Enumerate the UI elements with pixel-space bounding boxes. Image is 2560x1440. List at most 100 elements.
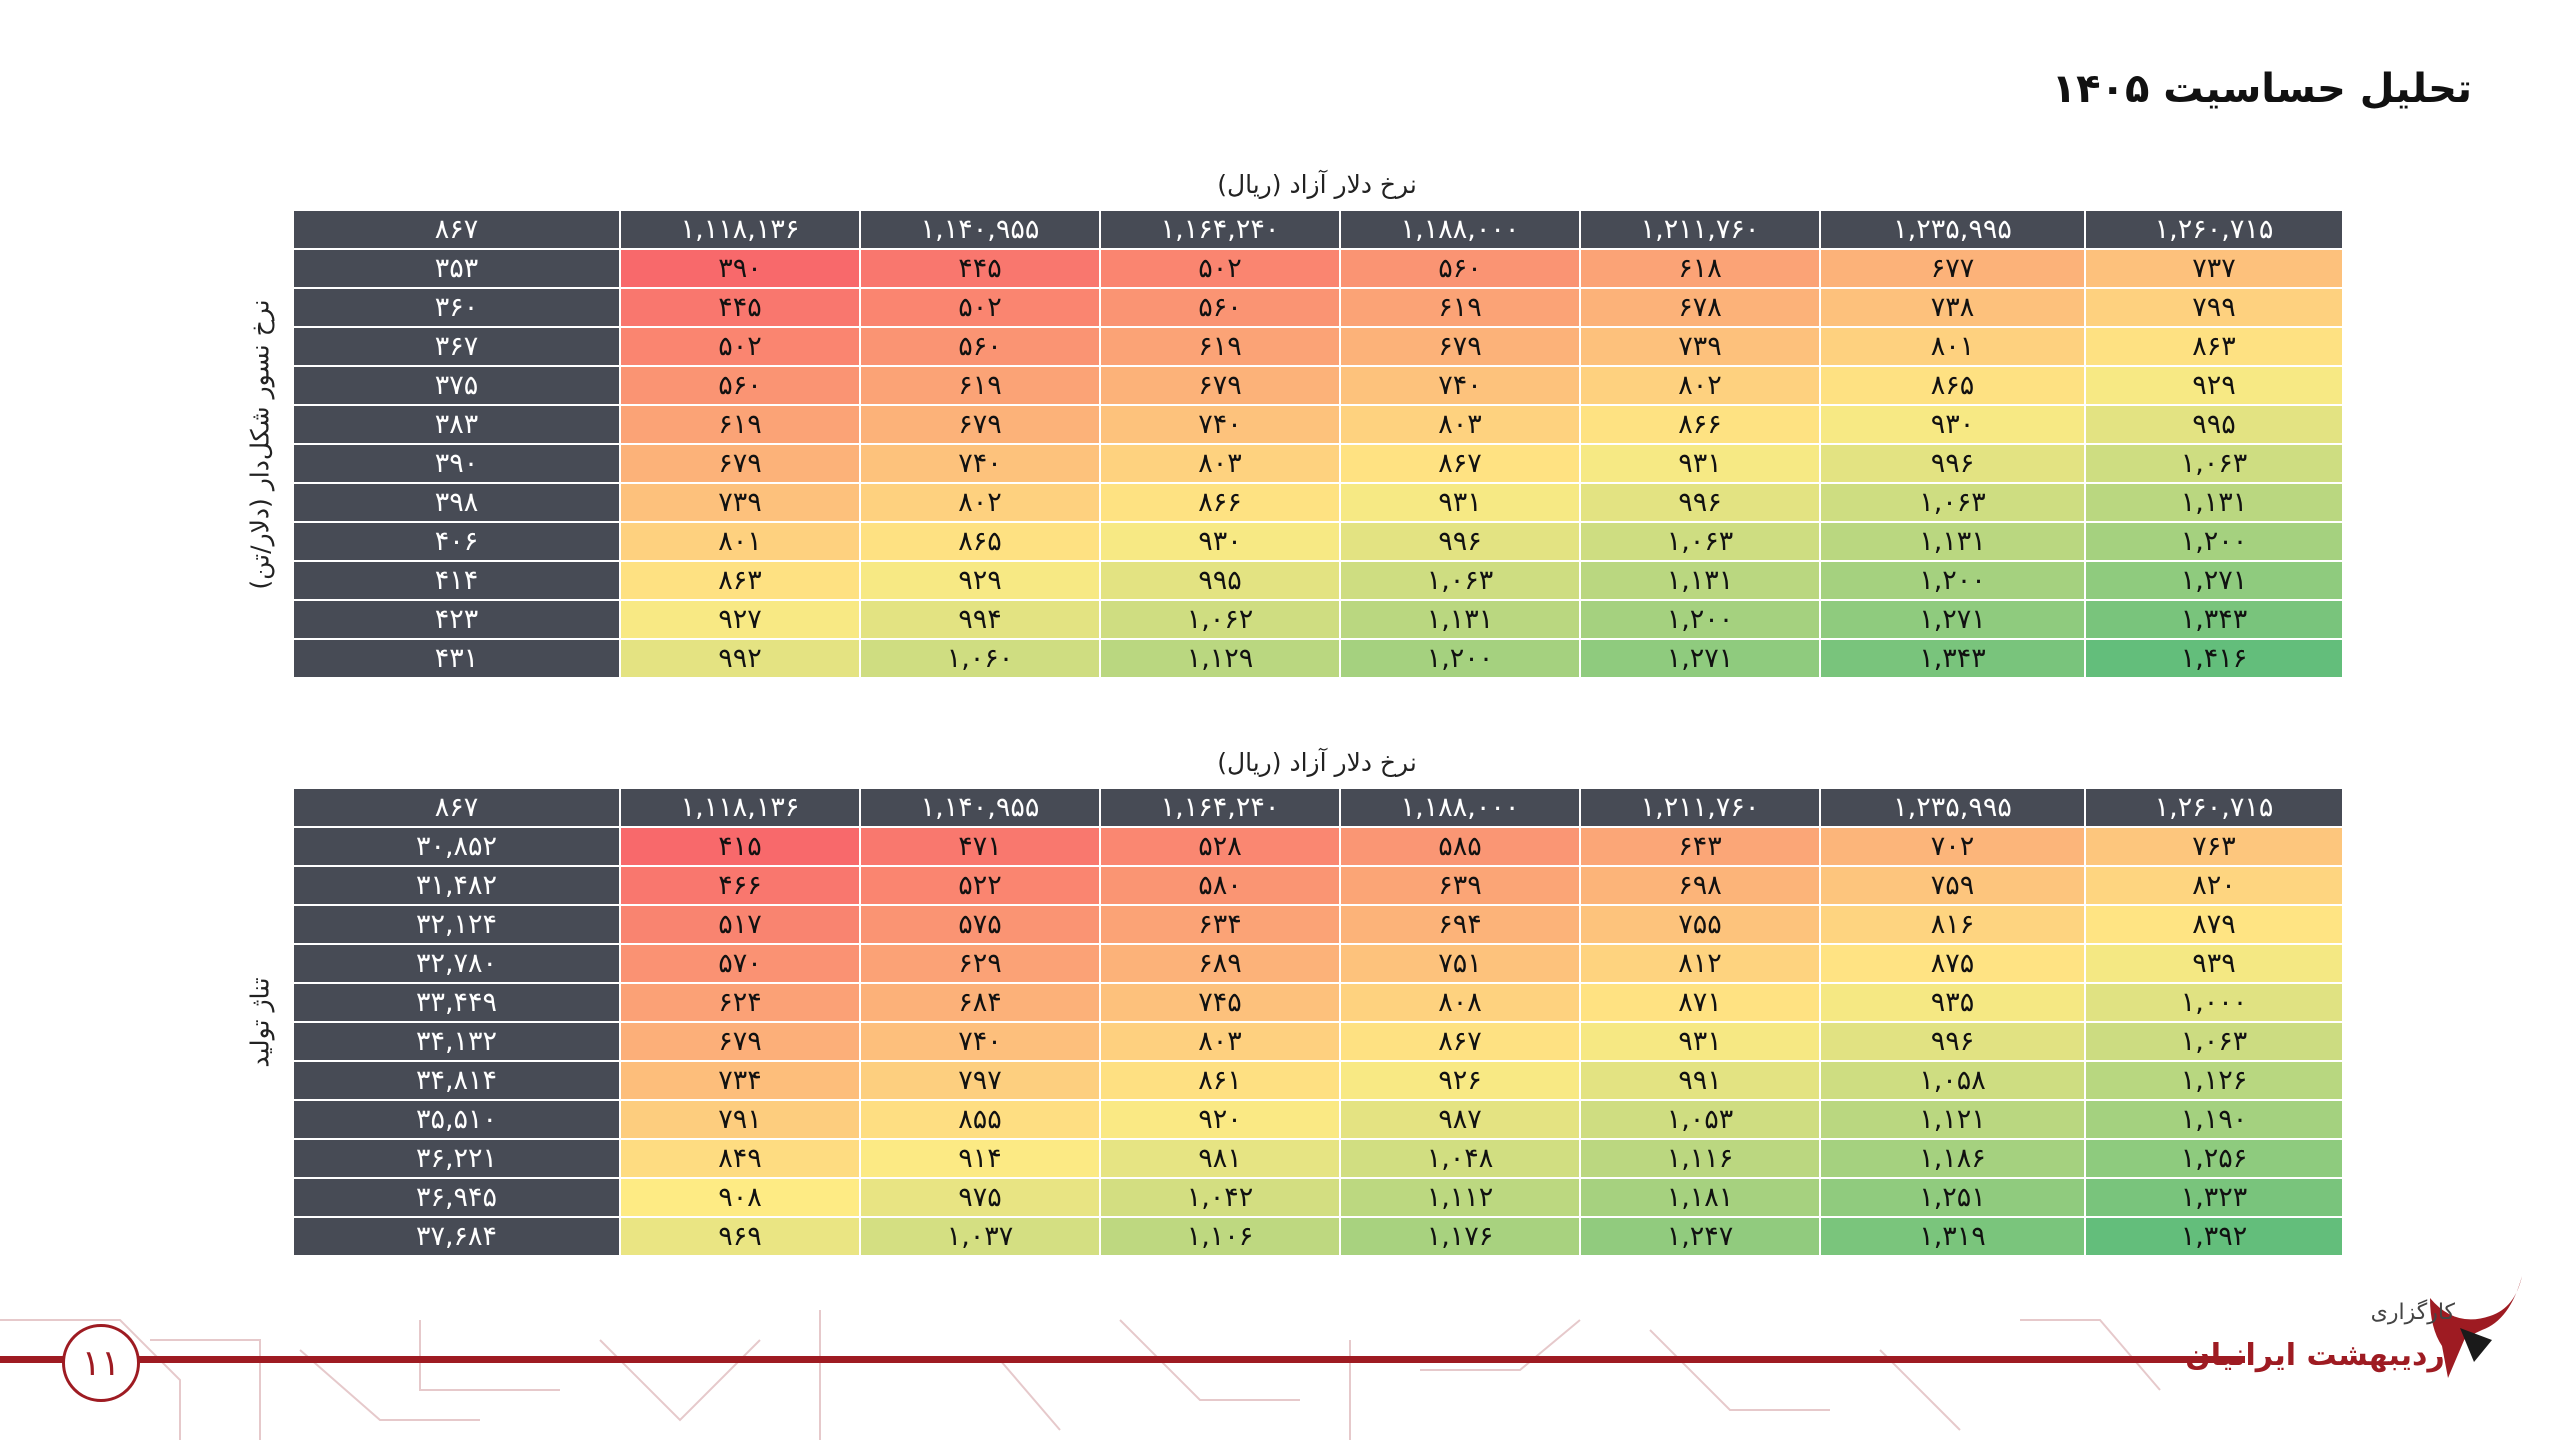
footer-divider — [0, 1356, 2245, 1363]
table2-axis-top-label: نرخ دلار آزاد (ریال) — [1217, 748, 1417, 777]
table-cell: ۸۵۵ — [859, 1099, 1101, 1140]
table-row: ۴۳۱ ۹۹۲ ۱,۰۶۰ ۱,۱۲۹ ۱,۲۰۰ ۱,۲۷۱ ۱,۳۴۳ ۱,۴۱۶ — [292, 638, 2344, 679]
table-cell: ۵۲۲ — [859, 865, 1101, 906]
table-row: ۳۵,۵۱۰ ۷۹۱ ۸۵۵ ۹۲۰ ۹۸۷ ۱,۰۵۳ ۱,۱۲۱ ۱,۱۹۰ — [292, 1099, 2344, 1140]
table-cell: ۶۱۸ — [1579, 248, 1821, 289]
row-header: ۳۷۵ — [292, 365, 621, 406]
table-cell: ۵۶۰ — [1339, 248, 1581, 289]
table-cell: ۶۳۴ — [1099, 904, 1341, 945]
table-cell: ۶۱۹ — [619, 404, 861, 445]
row-header: ۳۴,۱۳۲ — [292, 1021, 621, 1062]
table-cell: ۸۲۰ — [2084, 865, 2344, 906]
column-header: ۱,۱۶۴,۲۴۰ — [1099, 787, 1341, 828]
row-header: ۳۴,۸۱۴ — [292, 1060, 621, 1101]
table-header-row: ۸۶۷ ۱,۱۱۸,۱۳۶ ۱,۱۴۰,۹۵۵ ۱,۱۶۴,۲۴۰ ۱,۱۸۸,۰۰۰ ۱… — [292, 209, 2344, 250]
table-cell: ۱,۱۲۱ — [1819, 1099, 2086, 1140]
table-cell: ۸۶۷ — [1339, 443, 1581, 484]
table-cell: ۸۶۳ — [619, 560, 861, 601]
row-header: ۳۹۰ — [292, 443, 621, 484]
table-cell: ۸۷۵ — [1819, 943, 2086, 984]
table-cell: ۱,۱۸۱ — [1579, 1177, 1821, 1218]
table-cell: ۷۹۹ — [2084, 287, 2344, 328]
table-cell: ۱,۰۶۳ — [1819, 482, 2086, 523]
table-row: ۳۶,۹۴۵ ۹۰۸ ۹۷۵ ۱,۰۴۲ ۱,۱۱۲ ۱,۱۸۱ ۱,۲۵۱ ۱,۳۲۳ — [292, 1177, 2344, 1218]
table-cell: ۶۱۹ — [1099, 326, 1341, 367]
table-cell: ۱,۱۲۹ — [1099, 638, 1341, 679]
table-cell: ۸۷۱ — [1579, 982, 1821, 1023]
table-cell: ۱,۲۷۱ — [2084, 560, 2344, 601]
table-cell: ۹۹۴ — [859, 599, 1101, 640]
table-cell: ۷۴۰ — [859, 1021, 1101, 1062]
column-header: ۱,۱۸۸,۰۰۰ — [1339, 787, 1581, 828]
table-cell: ۹۸۷ — [1339, 1099, 1581, 1140]
table-cell: ۹۹۶ — [1819, 443, 2086, 484]
row-header: ۴۱۴ — [292, 560, 621, 601]
table-cell: ۱,۲۵۶ — [2084, 1138, 2344, 1179]
table-cell: ۸۰۳ — [1099, 1021, 1341, 1062]
table-corner-cell: ۸۶۷ — [292, 209, 621, 250]
row-header: ۳۹۸ — [292, 482, 621, 523]
table-row: ۳۴,۸۱۴ ۷۳۴ ۷۹۷ ۸۶۱ ۹۲۶ ۹۹۱ ۱,۰۵۸ ۱,۱۲۶ — [292, 1060, 2344, 1101]
table-cell: ۹۲۷ — [619, 599, 861, 640]
row-header: ۴۳۱ — [292, 638, 621, 679]
table-cell: ۹۹۵ — [1099, 560, 1341, 601]
table-cell: ۴۷۱ — [859, 826, 1101, 867]
row-header: ۳۲,۷۸۰ — [292, 943, 621, 984]
table-cell: ۱,۱۸۶ — [1819, 1138, 2086, 1179]
table-cell: ۹۰۸ — [619, 1177, 861, 1218]
table-cell: ۸۶۷ — [1339, 1021, 1581, 1062]
column-header: ۱,۱۶۴,۲۴۰ — [1099, 209, 1341, 250]
table-header-row: ۸۶۷ ۱,۱۱۸,۱۳۶ ۱,۱۴۰,۹۵۵ ۱,۱۶۴,۲۴۰ ۱,۱۸۸,۰۰۰ ۱… — [292, 787, 2344, 828]
table-cell: ۱,۰۴۲ — [1099, 1177, 1341, 1218]
table-cell: ۵۲۸ — [1099, 826, 1341, 867]
table-row: ۳۰,۸۵۲ ۴۱۵ ۴۷۱ ۵۲۸ ۵۸۵ ۶۴۳ ۷۰۲ ۷۶۳ — [292, 826, 2344, 867]
table-cell: ۴۴۵ — [859, 248, 1101, 289]
table-row: ۳۴,۱۳۲ ۶۷۹ ۷۴۰ ۸۰۳ ۸۶۷ ۹۳۱ ۹۹۶ ۱,۰۶۳ — [292, 1021, 2344, 1062]
table-cell: ۷۶۳ — [2084, 826, 2344, 867]
table-corner-cell: ۸۶۷ — [292, 787, 621, 828]
table-row: ۳۶,۲۲۱ ۸۴۹ ۹۱۴ ۹۸۱ ۱,۰۴۸ ۱,۱۱۶ ۱,۱۸۶ ۱,۲۵۶ — [292, 1138, 2344, 1179]
table-row: ۳۱,۴۸۲ ۴۶۶ ۵۲۲ ۵۸۰ ۶۳۹ ۶۹۸ ۷۵۹ ۸۲۰ — [292, 865, 2344, 906]
table-cell: ۸۱۲ — [1579, 943, 1821, 984]
table-cell: ۹۹۶ — [1339, 521, 1581, 562]
row-header: ۴۰۶ — [292, 521, 621, 562]
table-cell: ۷۵۹ — [1819, 865, 2086, 906]
table-row: ۳۹۸ ۷۳۹ ۸۰۲ ۸۶۶ ۹۳۱ ۹۹۶ ۱,۰۶۳ ۱,۱۳۱ — [292, 482, 2344, 523]
table-cell: ۱,۰۶۳ — [2084, 443, 2344, 484]
table-cell: ۹۲۶ — [1339, 1060, 1581, 1101]
table-row: ۳۲,۱۲۴ ۵۱۷ ۵۷۵ ۶۳۴ ۶۹۴ ۷۵۵ ۸۱۶ ۸۷۹ — [292, 904, 2344, 945]
table-cell: ۵۶۰ — [619, 365, 861, 406]
sensitivity-table-2: ۸۶۷ ۱,۱۱۸,۱۳۶ ۱,۱۴۰,۹۵۵ ۱,۱۶۴,۲۴۰ ۱,۱۸۸,۰۰۰ ۱… — [292, 787, 2344, 1257]
table-cell: ۹۲۹ — [2084, 365, 2344, 406]
table-cell: ۵۱۷ — [619, 904, 861, 945]
table-cell: ۸۷۹ — [2084, 904, 2344, 945]
table-cell: ۱,۲۴۷ — [1579, 1216, 1821, 1257]
table-cell: ۴۴۵ — [619, 287, 861, 328]
table-row: ۳۷,۶۸۴ ۹۶۹ ۱,۰۳۷ ۱,۱۰۶ ۱,۱۷۶ ۱,۲۴۷ ۱,۳۱۹ ۱,۳۹۲ — [292, 1216, 2344, 1257]
row-header: ۴۲۳ — [292, 599, 621, 640]
row-header: ۳۶,۹۴۵ — [292, 1177, 621, 1218]
table-cell: ۴۶۶ — [619, 865, 861, 906]
table-cell: ۸۰۱ — [619, 521, 861, 562]
bull-logo-icon — [2430, 1276, 2522, 1378]
column-header: ۱,۲۳۵,۹۹۵ — [1819, 209, 2086, 250]
table-cell: ۷۹۱ — [619, 1099, 861, 1140]
column-header: ۱,۱۱۸,۱۳۶ — [619, 209, 861, 250]
table-cell: ۸۰۱ — [1819, 326, 2086, 367]
table-cell: ۵۷۵ — [859, 904, 1101, 945]
table-cell: ۷۵۵ — [1579, 904, 1821, 945]
row-header: ۳۶۰ — [292, 287, 621, 328]
table-cell: ۱,۰۶۳ — [1339, 560, 1581, 601]
table-cell: ۱,۰۵۳ — [1579, 1099, 1821, 1140]
table-cell: ۷۰۲ — [1819, 826, 2086, 867]
table-row: ۳۶۷ ۵۰۲ ۵۶۰ ۶۱۹ ۶۷۹ ۷۳۹ ۸۰۱ ۸۶۳ — [292, 326, 2344, 367]
table-cell: ۱,۲۷۱ — [1819, 599, 2086, 640]
table-row: ۴۰۶ ۸۰۱ ۸۶۵ ۹۳۰ ۹۹۶ ۱,۰۶۳ ۱,۱۳۱ ۱,۲۰۰ — [292, 521, 2344, 562]
table-cell: ۶۲۹ — [859, 943, 1101, 984]
table-cell: ۱,۲۰۰ — [1819, 560, 2086, 601]
table-cell: ۹۹۶ — [1579, 482, 1821, 523]
row-header: ۳۶۷ — [292, 326, 621, 367]
column-header: ۱,۲۳۵,۹۹۵ — [1819, 787, 2086, 828]
footer-decoration — [0, 1310, 2161, 1440]
table2-axis-side-label: تناژ تولید — [245, 977, 275, 1068]
